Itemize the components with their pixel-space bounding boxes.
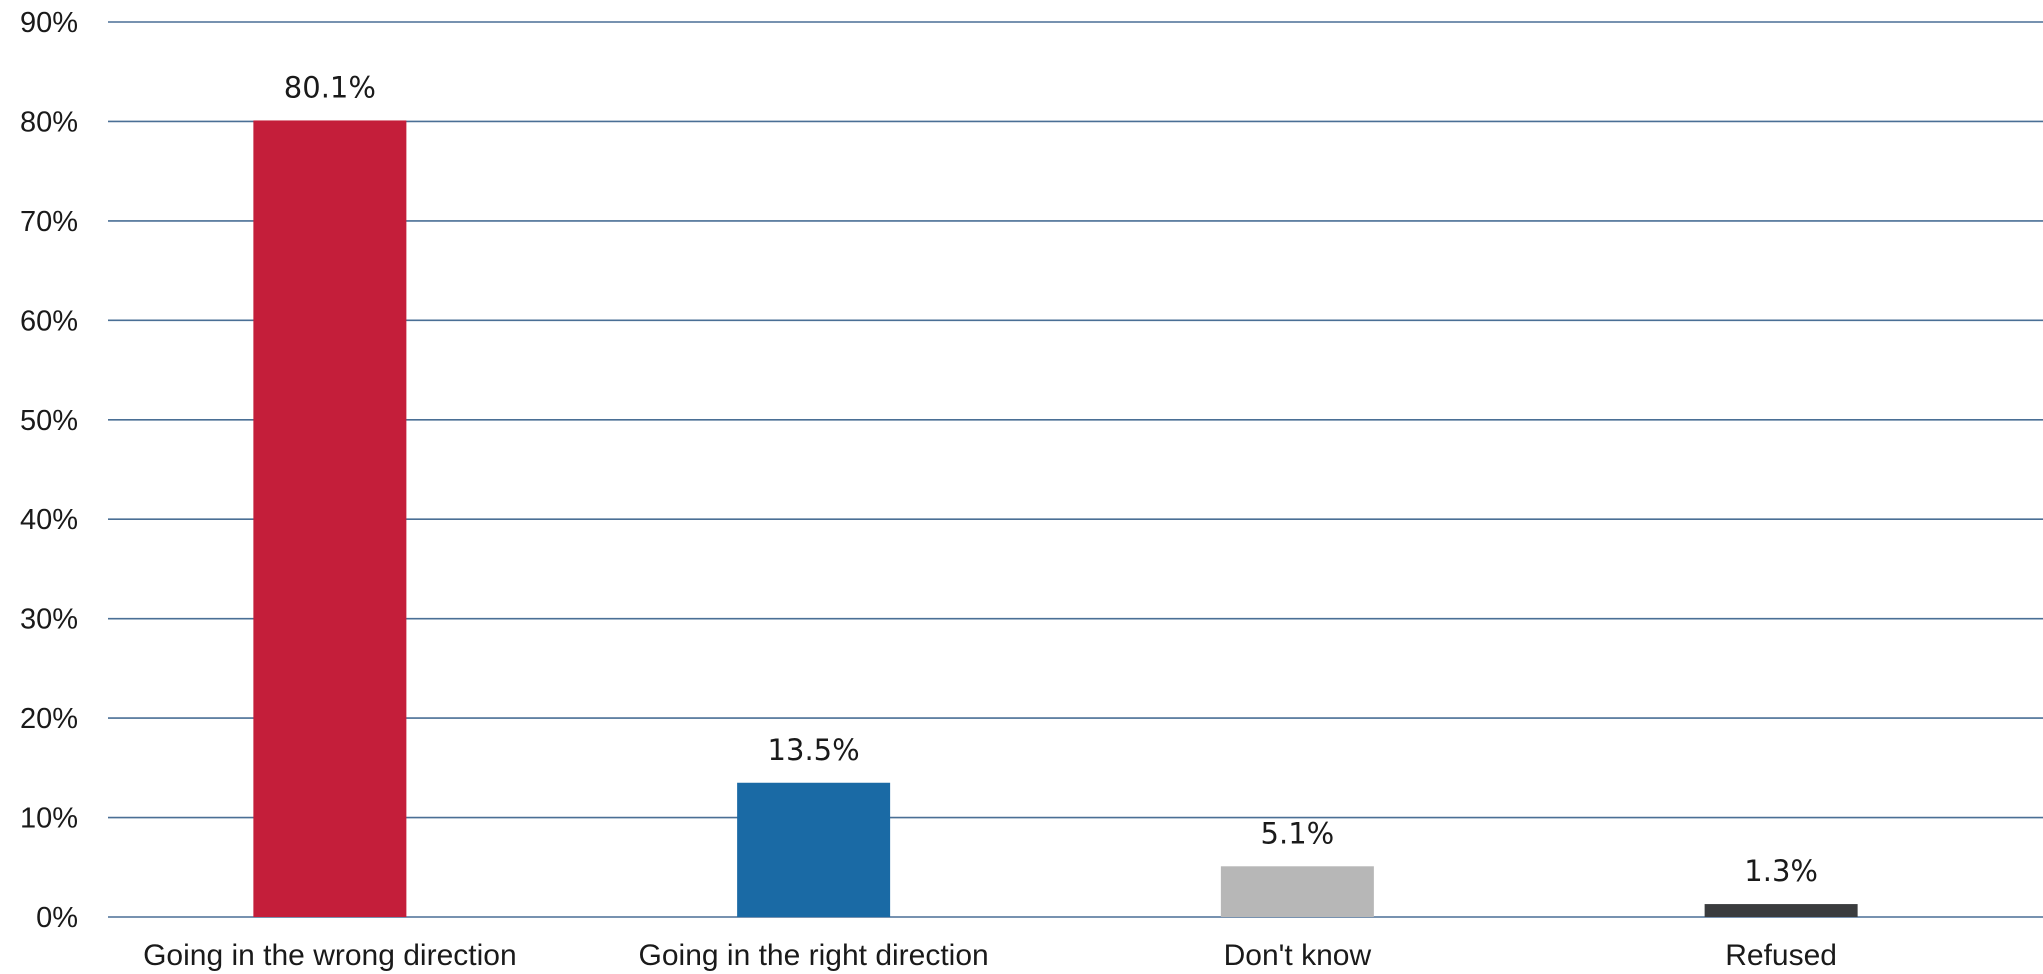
y-tick-label: 50% — [20, 405, 78, 437]
bar-1 — [253, 120, 407, 917]
x-category-label: Going in the right direction — [639, 939, 989, 972]
y-tick-label: 0% — [36, 902, 78, 934]
y-tick-label: 30% — [20, 604, 78, 636]
data-label: 13.5% — [768, 733, 860, 767]
y-tick-label: 80% — [20, 106, 78, 138]
bar-3 — [1220, 866, 1374, 917]
x-category-label: Refused — [1725, 939, 1837, 972]
x-category-label: Going in the wrong direction — [143, 939, 517, 972]
data-labels: 80.1% 13.5% 5.1% 1.3% — [284, 70, 1818, 888]
data-label: 5.1% — [1261, 816, 1335, 850]
data-label: 80.1% — [284, 70, 376, 104]
y-tick-label: 10% — [20, 803, 78, 835]
x-category-label: Don't know — [1224, 939, 1372, 972]
gridlines — [108, 21, 2043, 918]
y-tick-label: 60% — [20, 305, 78, 337]
y-axis-ticks: 0% 10% 20% 30% 40% 50% 60% 70% 80% 90% — [20, 7, 78, 934]
y-tick-label: 70% — [20, 206, 78, 238]
data-label: 1.3% — [1744, 854, 1818, 888]
bar-2 — [737, 782, 891, 917]
y-tick-label: 40% — [20, 504, 78, 536]
bars — [253, 120, 1858, 917]
y-tick-label: 90% — [20, 7, 78, 39]
x-axis-categories: Going in the wrong direction Going in the… — [143, 939, 1837, 972]
y-tick-label: 20% — [20, 703, 78, 735]
bar-4 — [1704, 904, 1858, 917]
